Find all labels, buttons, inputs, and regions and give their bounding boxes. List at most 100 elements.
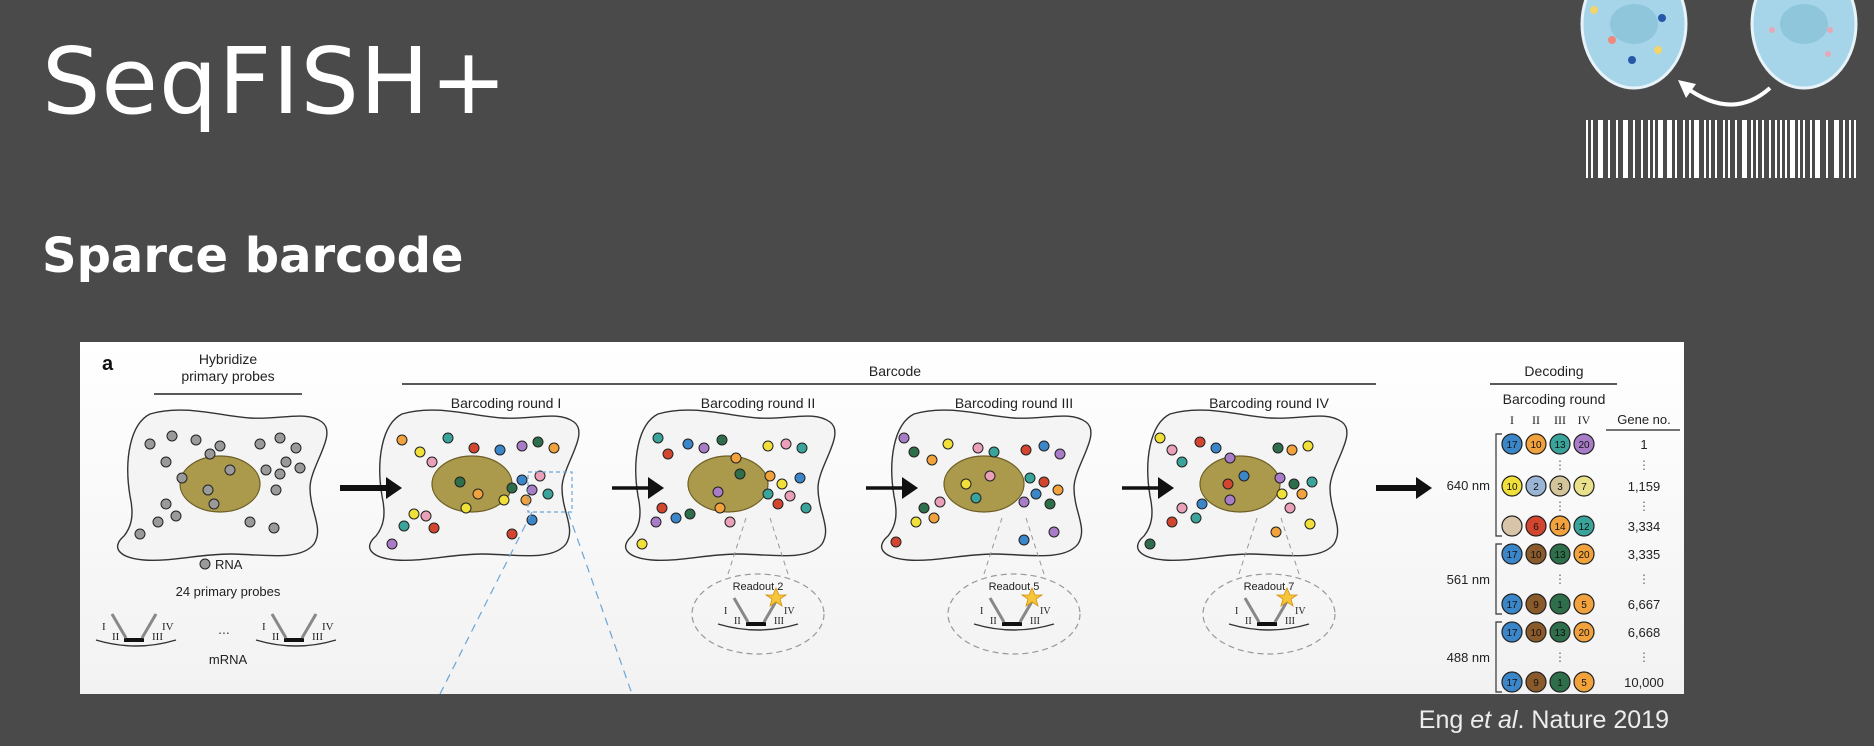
vdots: ⋮ bbox=[1554, 572, 1566, 586]
rna-dot bbox=[772, 498, 784, 510]
vdots: ⋮ bbox=[1638, 572, 1650, 586]
rna-dot bbox=[408, 508, 420, 520]
readout-roman-II: II bbox=[1245, 616, 1252, 627]
readout-label-3: Readout 5 bbox=[989, 581, 1040, 593]
rna-dot bbox=[784, 490, 796, 502]
rna-dot bbox=[294, 462, 306, 474]
barcode-bar bbox=[1762, 120, 1764, 178]
rna-dot bbox=[918, 502, 930, 514]
rna-dot bbox=[526, 514, 538, 526]
barcode-code: 7 bbox=[1581, 482, 1587, 493]
barcode-code: 2 bbox=[1533, 482, 1539, 493]
barcode-code: 13 bbox=[1554, 628, 1566, 639]
arrow-head bbox=[648, 477, 664, 499]
figure-panel: a Hybridize primary probes Barcode Decod… bbox=[80, 342, 1684, 694]
probe-roman-III: III bbox=[312, 631, 323, 643]
barcode-circle bbox=[1525, 543, 1547, 565]
barcode-bar bbox=[1742, 120, 1747, 178]
nucleus bbox=[179, 455, 261, 513]
rna-dot bbox=[1196, 498, 1208, 510]
barcode-code: 5 bbox=[1581, 600, 1587, 611]
rna-dot bbox=[214, 440, 226, 452]
barcode-bar bbox=[1790, 120, 1795, 178]
seqfish-diagram: a Hybridize primary probes Barcode Decod… bbox=[80, 342, 1684, 694]
rna-dot bbox=[268, 522, 280, 534]
gene-no-header: Gene no. bbox=[1617, 412, 1671, 427]
barcode-circle bbox=[1501, 543, 1523, 565]
rna-dot bbox=[670, 512, 682, 524]
rna-dot bbox=[1166, 516, 1178, 528]
readout-pointer bbox=[769, 517, 789, 575]
decoding-col-II: II bbox=[1532, 413, 1540, 427]
rna-dot bbox=[280, 456, 292, 468]
barcode-bar bbox=[1849, 120, 1851, 178]
barcode-code: 10 bbox=[1530, 550, 1542, 561]
citation-rest: . Nature 2019 bbox=[1517, 706, 1670, 734]
channel-label: 488 nm bbox=[1447, 650, 1490, 665]
barcode-bar bbox=[1586, 120, 1588, 178]
barcode-bar bbox=[1810, 120, 1812, 178]
rna-dot bbox=[762, 440, 774, 452]
rna-dot bbox=[420, 510, 432, 522]
barcode-circle bbox=[1549, 671, 1571, 693]
rna-dot bbox=[290, 442, 302, 454]
rna-dot bbox=[988, 446, 1000, 458]
probe-roman-IV: IV bbox=[162, 621, 174, 633]
cell-1 bbox=[117, 409, 328, 562]
barcode-code: 1 bbox=[1557, 600, 1563, 611]
rna-dot bbox=[1238, 470, 1250, 482]
barcode-circle bbox=[1501, 475, 1523, 497]
rna-dot bbox=[716, 434, 728, 446]
barcode-bar bbox=[1723, 120, 1725, 178]
barcode-circle bbox=[1573, 621, 1595, 643]
cell-4 bbox=[881, 409, 1092, 562]
barcode-code: 17 bbox=[1506, 550, 1518, 561]
decoding-round-label: Barcoding round bbox=[1503, 391, 1606, 407]
rna-dot bbox=[542, 488, 554, 500]
readout-label-2: Readout 2 bbox=[733, 581, 784, 593]
rna-dot bbox=[1024, 472, 1036, 484]
barcode-code: 20 bbox=[1578, 628, 1590, 639]
barcode-circle bbox=[1525, 621, 1547, 643]
rna-dot bbox=[662, 448, 674, 460]
rna-dot bbox=[1224, 494, 1236, 506]
rna-dot bbox=[506, 482, 518, 494]
gene-number: 3,334 bbox=[1628, 519, 1661, 534]
readout-circle bbox=[947, 573, 1081, 655]
barcode-circle bbox=[1573, 515, 1595, 537]
barcode-circle bbox=[1549, 433, 1571, 455]
rna-dot bbox=[960, 478, 972, 490]
rna-dot bbox=[1054, 448, 1066, 460]
rna-dot bbox=[1166, 444, 1178, 456]
readout-roman-III: III bbox=[1285, 616, 1295, 627]
rna-dot bbox=[1222, 478, 1234, 490]
rna-dot bbox=[170, 510, 182, 522]
gene-number: 6,668 bbox=[1628, 625, 1661, 640]
rna-dot bbox=[1284, 502, 1296, 514]
rna-dot bbox=[926, 454, 938, 466]
barcode-code: 17 bbox=[1506, 440, 1518, 451]
rna-dot bbox=[244, 516, 256, 528]
rna-dot bbox=[682, 438, 694, 450]
readout-roman-III: III bbox=[1030, 616, 1040, 627]
rna-dot bbox=[724, 516, 736, 528]
barcode-code: 20 bbox=[1578, 440, 1590, 451]
rna-dot bbox=[442, 432, 454, 444]
rna-dot bbox=[204, 448, 216, 460]
vdots: ⋮ bbox=[1554, 499, 1566, 513]
barcode-circle bbox=[1573, 475, 1595, 497]
barcode-circle bbox=[1501, 671, 1523, 693]
rna-dot bbox=[534, 470, 546, 482]
barcode-code: 9 bbox=[1533, 678, 1539, 689]
rna-dot bbox=[1296, 488, 1308, 500]
rna-dot bbox=[1270, 526, 1282, 538]
barcode-bar bbox=[1735, 120, 1737, 178]
rna-dot bbox=[386, 538, 398, 550]
nucleus bbox=[687, 455, 769, 513]
rna-dot bbox=[1194, 436, 1206, 448]
barcode-circle bbox=[1549, 515, 1571, 537]
barcode-circle bbox=[1501, 433, 1523, 455]
rna-dot bbox=[1306, 476, 1318, 488]
barcode-header: Barcode bbox=[869, 363, 921, 379]
